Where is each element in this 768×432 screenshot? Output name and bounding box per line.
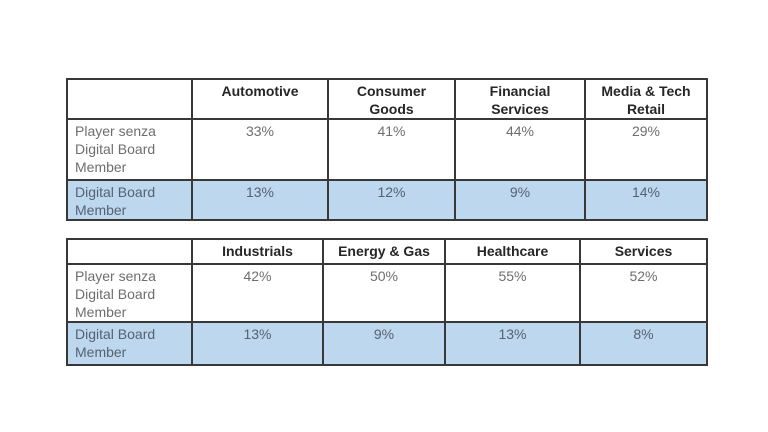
- sector-table-1: Automotive Consumer Goods Financial Serv…: [66, 78, 708, 221]
- data-cell: 52%: [579, 263, 708, 323]
- table-1-row-digital-board-member: Digital Board Member 13% 12% 9% 14%: [66, 179, 708, 221]
- data-cell: 29%: [584, 118, 708, 181]
- data-cell: 44%: [454, 118, 586, 181]
- table-2-row-digital-board-member: Digital Board Member 13% 9% 13% 8%: [66, 321, 708, 366]
- row-label: Player senza Digital Board Member: [66, 263, 193, 323]
- table-1-header-row: Automotive Consumer Goods Financial Serv…: [66, 78, 708, 120]
- data-cell: 33%: [191, 118, 329, 181]
- table-1-column-header-media-tech-retail: Media & Tech Retail: [584, 78, 708, 120]
- data-cell: 50%: [322, 263, 446, 323]
- table-2-header-row: Industrials Energy & Gas Healthcare Serv…: [66, 238, 708, 265]
- data-cell: 8%: [579, 321, 708, 366]
- sector-table-2: Industrials Energy & Gas Healthcare Serv…: [66, 238, 708, 366]
- data-cell: 9%: [322, 321, 446, 366]
- data-cell: 12%: [327, 179, 456, 221]
- data-cell: 14%: [584, 179, 708, 221]
- data-cell: 41%: [327, 118, 456, 181]
- data-cell: 13%: [191, 179, 329, 221]
- table-1-row-player-senza: Player senza Digital Board Member 33% 41…: [66, 118, 708, 181]
- data-cell: 13%: [444, 321, 581, 366]
- row-label: Digital Board Member: [66, 179, 193, 221]
- sector-table-1-container: Automotive Consumer Goods Financial Serv…: [66, 78, 708, 221]
- table-2-column-header-services: Services: [579, 238, 708, 265]
- data-cell: 55%: [444, 263, 581, 323]
- table-2-corner-cell: [66, 238, 193, 265]
- table-1-column-header-financial-services: Financial Services: [454, 78, 586, 120]
- table-2-row-player-senza: Player senza Digital Board Member 42% 50…: [66, 263, 708, 323]
- table-2-column-header-industrials: Industrials: [191, 238, 324, 265]
- row-label: Player senza Digital Board Member: [66, 118, 193, 181]
- row-label: Digital Board Member: [66, 321, 193, 366]
- table-1-column-header-automotive: Automotive: [191, 78, 329, 120]
- table-1-column-header-consumer-goods: Consumer Goods: [327, 78, 456, 120]
- data-cell: 42%: [191, 263, 324, 323]
- sector-table-2-container: Industrials Energy & Gas Healthcare Serv…: [66, 238, 708, 366]
- table-2-column-header-energy-gas: Energy & Gas: [322, 238, 446, 265]
- data-cell: 13%: [191, 321, 324, 366]
- data-cell: 9%: [454, 179, 586, 221]
- table-2-column-header-healthcare: Healthcare: [444, 238, 581, 265]
- table-1-corner-cell: [66, 78, 193, 120]
